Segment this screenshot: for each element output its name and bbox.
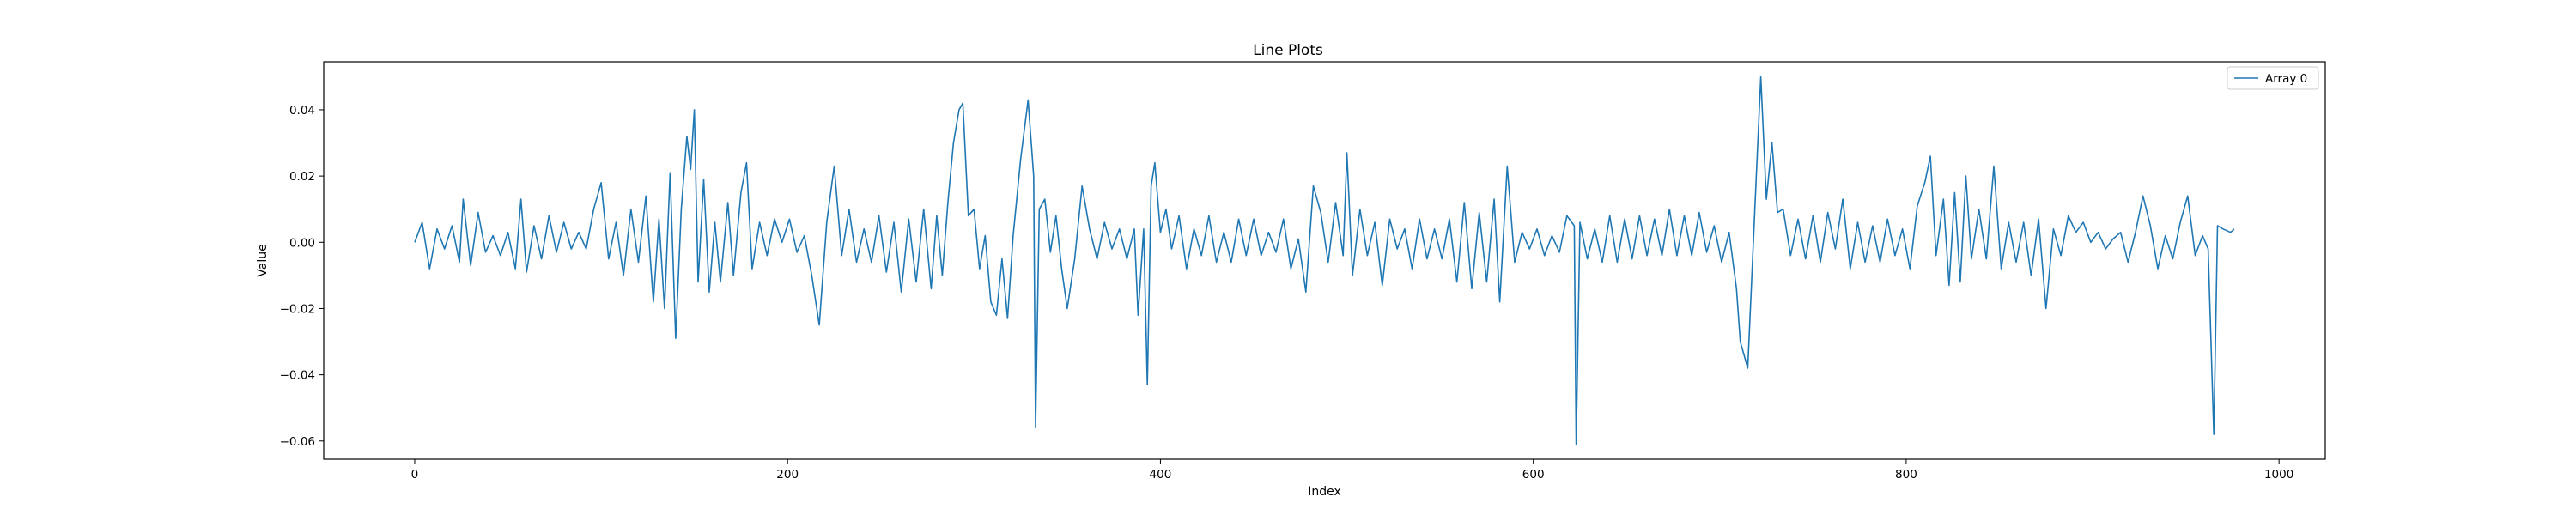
y-tick-label: 0.02 <box>289 170 315 184</box>
y-tick-label: 0.00 <box>289 236 315 250</box>
y-tick-label: 0.04 <box>289 104 315 118</box>
x-tick-label: 600 <box>1522 468 1545 482</box>
x-axis-label: Index <box>1308 485 1341 499</box>
x-tick-label: 200 <box>776 468 799 482</box>
x-tick-label: 0 <box>411 468 419 482</box>
legend: Array 0 <box>2227 66 2319 90</box>
legend-label-array-0: Array 0 <box>2265 72 2307 86</box>
x-tick-label: 400 <box>1150 468 1172 482</box>
y-axis: −0.06 −0.04 −0.02 0.00 0.02 0.04 <box>280 104 324 449</box>
y-axis-label: Value <box>256 244 270 276</box>
x-tick-label: 800 <box>1895 468 1917 482</box>
legend-box <box>2227 66 2319 90</box>
series-line-array-0 <box>414 76 2235 445</box>
y-tick-label: −0.06 <box>280 435 315 449</box>
x-tick-label: 1000 <box>2264 468 2293 482</box>
x-axis: 0 200 400 600 800 1000 <box>411 459 2293 482</box>
y-tick-label: −0.02 <box>280 302 315 316</box>
chart-title: Line Plots <box>1253 42 1323 59</box>
plot-area: 0 200 400 600 800 1000 −0.06 −0.04 −0.02 0.00 0.0… <box>280 61 2326 482</box>
y-tick-label: −0.04 <box>280 369 315 383</box>
axes-frame <box>323 61 2326 460</box>
